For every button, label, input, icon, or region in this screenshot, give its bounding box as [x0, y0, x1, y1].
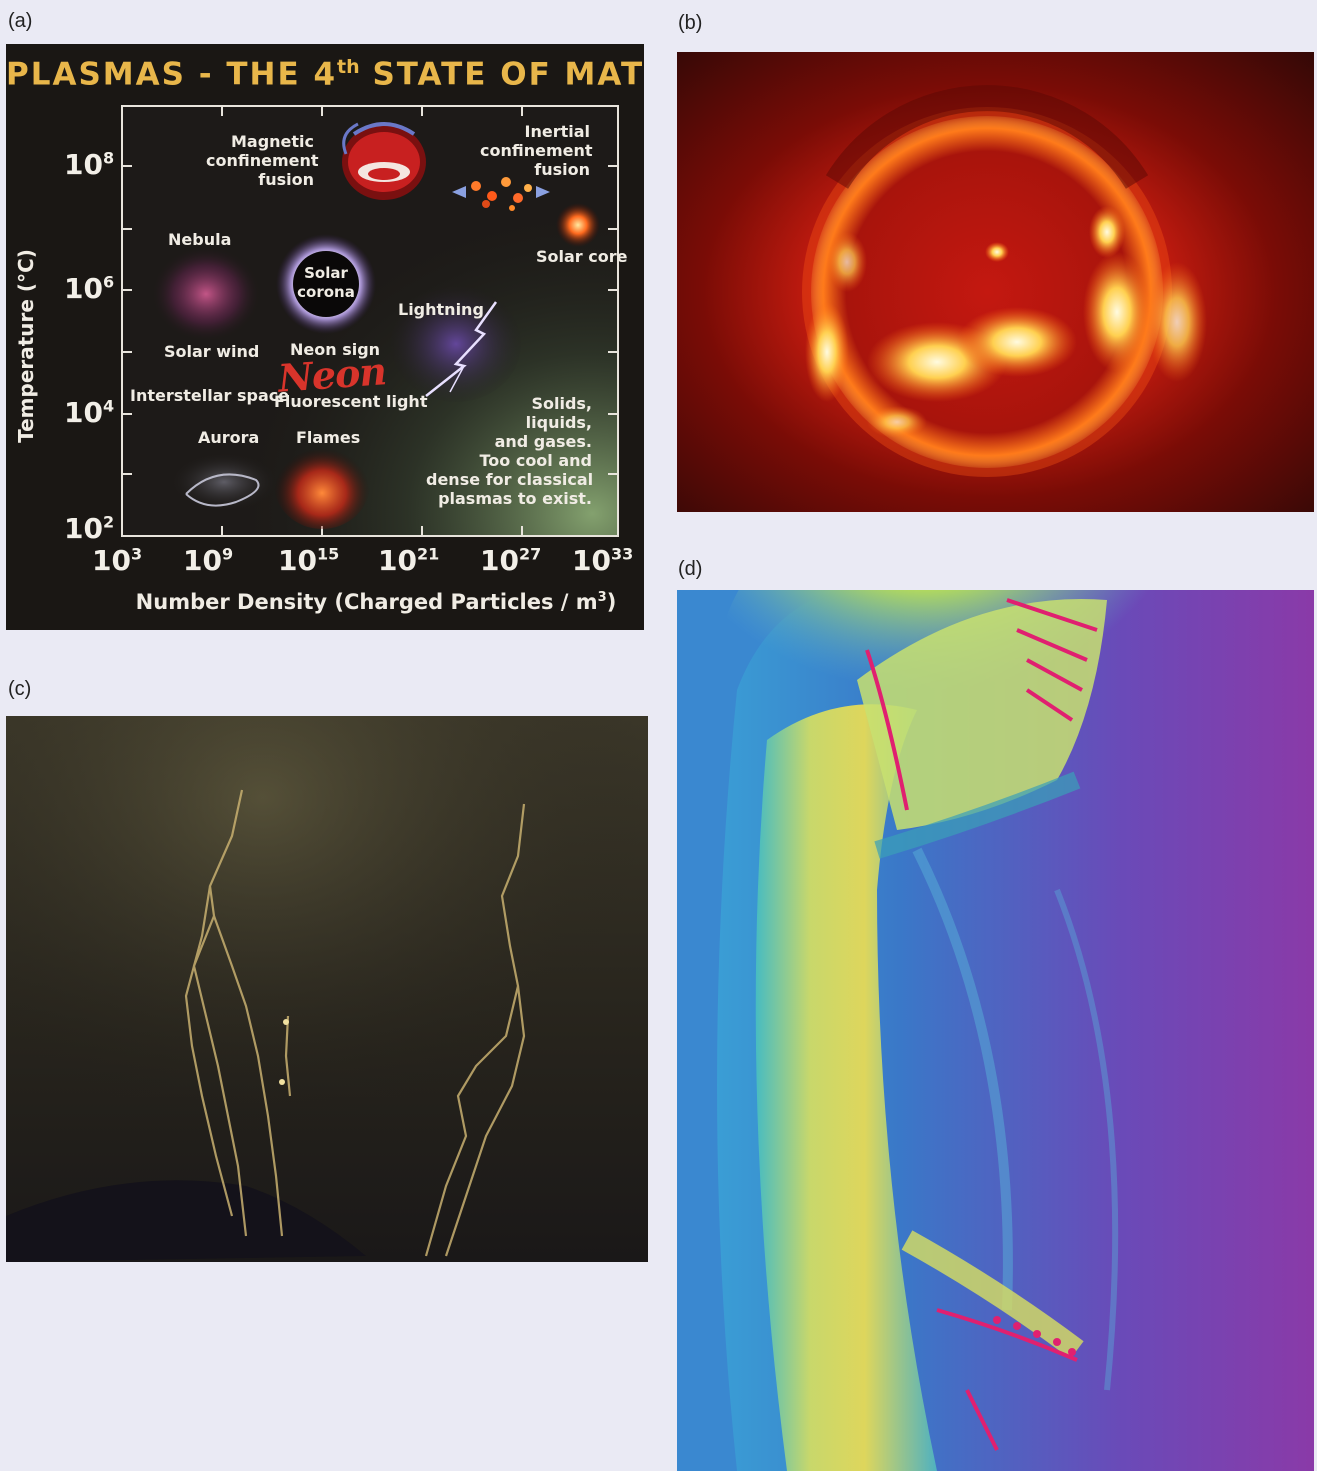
plasma-diagram-panel: PLASMAS - THE 4th STATE OF MATTER Temper… [6, 44, 644, 630]
label-inertial-confinement: Inertial confinement fusion [480, 122, 593, 179]
y-tick-label: 102 [64, 512, 115, 545]
diagram-title: PLASMAS - THE 4th STATE OF MATTER [6, 56, 644, 93]
label-nebula: Nebula [168, 230, 232, 249]
y-tick-label: 108 [64, 148, 115, 181]
panel-label-c: (c) [8, 678, 32, 700]
x-tick-label: 1021 [378, 544, 440, 577]
x-tick-label: 103 [92, 544, 143, 577]
label-interstellar-space: Interstellar space [130, 386, 290, 405]
lightning-photo [6, 716, 648, 1262]
tokamak-plasma-image [677, 590, 1314, 1471]
label-solar-core: Solar core [536, 247, 628, 266]
label-aurora: Aurora [198, 428, 260, 447]
x-tick-label: 109 [183, 544, 234, 577]
x-tick-label: 1027 [480, 544, 542, 577]
x-tick-label: 1033 [572, 544, 634, 577]
panel-label-d: (d) [678, 558, 703, 580]
panel-label-b: (b) [678, 12, 703, 34]
lightning-illustration [391, 286, 521, 402]
aurora-illustration [169, 452, 279, 512]
label-neon-sign: Neon sign [290, 340, 381, 359]
label-lightning: Lightning [398, 300, 484, 319]
x-tick-label: 1015 [278, 544, 340, 577]
solar-core-illustration [556, 203, 600, 247]
panel-label-a: (a) [8, 10, 33, 32]
xray-sun-image [677, 52, 1314, 512]
y-tick-label: 104 [64, 396, 115, 429]
y-tick-label: 106 [64, 272, 115, 305]
label-fluorescent-light: Fluorescent light [274, 392, 428, 411]
label-magnetic-confinement: Magnetic confinement fusion [206, 132, 319, 189]
plasma-diagram-artwork [121, 105, 619, 537]
label-flames: Flames [296, 428, 361, 447]
nebula-illustration [151, 246, 261, 342]
label-solar-corona: Solar corona [297, 264, 355, 301]
y-axis-label: Temperature (°C) [14, 249, 38, 443]
inertial-fusion-illustration [452, 177, 550, 211]
tokamak-illustration [342, 122, 426, 200]
label-solids-liquids-gases: Solids, liquids, and gases. Too cool and… [426, 394, 594, 508]
label-solar-wind: Solar wind [164, 342, 260, 361]
flames-illustration [274, 439, 370, 529]
x-axis-label: Number Density (Charged Particles / m3) [135, 590, 617, 614]
